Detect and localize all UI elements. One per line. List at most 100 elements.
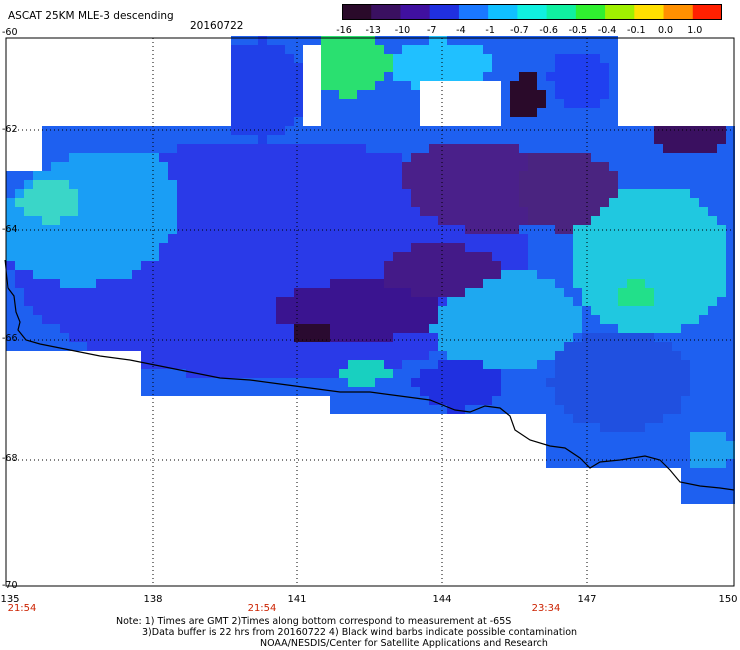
data-cell: [465, 396, 474, 405]
data-cell: [87, 333, 96, 342]
data-cell: [519, 162, 528, 171]
data-cell: [483, 153, 492, 162]
data-cell: [501, 396, 510, 405]
data-cell: [573, 234, 582, 243]
data-cell: [6, 243, 15, 252]
data-cell: [33, 252, 42, 261]
data-cell: [150, 342, 159, 351]
data-cell: [321, 342, 330, 351]
data-cell: [213, 198, 222, 207]
data-cell: [258, 135, 267, 144]
colorbar-label: 0.0: [657, 25, 674, 36]
data-cell: [186, 153, 195, 162]
data-cell: [348, 180, 357, 189]
data-cell: [303, 315, 312, 324]
data-cell: [600, 153, 609, 162]
data-cell: [663, 189, 672, 198]
data-cell: [663, 450, 672, 459]
data-cell: [690, 279, 699, 288]
data-cell: [366, 171, 375, 180]
data-cell: [222, 378, 231, 387]
data-cell: [474, 270, 483, 279]
data-cell: [618, 198, 627, 207]
data-cell: [168, 252, 177, 261]
data-cell: [726, 162, 735, 171]
data-cell: [42, 153, 51, 162]
lat-label-62: -62: [2, 124, 18, 135]
data-cell: [546, 108, 555, 117]
data-cell: [105, 198, 114, 207]
data-cell: [258, 99, 267, 108]
data-cell: [519, 252, 528, 261]
data-cell: [168, 144, 177, 153]
data-cell: [681, 324, 690, 333]
data-cell: [375, 198, 384, 207]
data-cell: [96, 306, 105, 315]
data-cell: [240, 99, 249, 108]
data-cell: [447, 135, 456, 144]
data-cell: [546, 459, 555, 468]
data-cell: [591, 171, 600, 180]
data-cell: [609, 81, 618, 90]
data-cell: [321, 81, 330, 90]
data-cell: [132, 198, 141, 207]
data-cell: [285, 63, 294, 72]
data-cell: [429, 198, 438, 207]
data-cell: [402, 342, 411, 351]
data-cell: [447, 405, 456, 414]
data-cell: [375, 54, 384, 63]
data-cell: [420, 405, 429, 414]
data-cell: [78, 297, 87, 306]
data-cell: [321, 135, 330, 144]
data-cell: [456, 360, 465, 369]
data-cell: [474, 306, 483, 315]
data-cell: [636, 306, 645, 315]
data-cell: [339, 243, 348, 252]
data-cell: [375, 171, 384, 180]
data-cell: [618, 216, 627, 225]
data-cell: [492, 171, 501, 180]
data-cell: [213, 315, 222, 324]
data-cell: [609, 234, 618, 243]
data-cell: [375, 288, 384, 297]
data-cell: [240, 342, 249, 351]
data-cell: [177, 360, 186, 369]
data-cell: [636, 153, 645, 162]
data-cell: [141, 288, 150, 297]
data-cell: [438, 63, 447, 72]
data-cell: [366, 252, 375, 261]
data-cell: [699, 396, 708, 405]
data-cell: [285, 81, 294, 90]
data-cell: [285, 252, 294, 261]
data-cell: [132, 189, 141, 198]
data-cell: [375, 126, 384, 135]
data-cell: [105, 261, 114, 270]
data-cell: [708, 225, 717, 234]
data-cell: [87, 324, 96, 333]
data-cell: [69, 144, 78, 153]
data-cell: [267, 81, 276, 90]
data-cell: [213, 342, 222, 351]
data-cell: [699, 360, 708, 369]
data-cell: [636, 342, 645, 351]
data-cell: [33, 225, 42, 234]
data-cell: [285, 162, 294, 171]
data-cell: [510, 351, 519, 360]
data-cell: [627, 396, 636, 405]
data-cell: [618, 171, 627, 180]
data-cell: [447, 153, 456, 162]
data-cell: [411, 342, 420, 351]
data-cell: [393, 360, 402, 369]
data-cell: [510, 99, 519, 108]
data-cell: [438, 324, 447, 333]
data-cell: [483, 63, 492, 72]
data-cell: [357, 162, 366, 171]
data-cell: [141, 324, 150, 333]
data-cell: [726, 477, 735, 486]
data-cell: [267, 171, 276, 180]
data-cell: [393, 297, 402, 306]
data-cell: [402, 360, 411, 369]
data-cell: [645, 279, 654, 288]
data-cell: [123, 135, 132, 144]
data-cell: [402, 63, 411, 72]
